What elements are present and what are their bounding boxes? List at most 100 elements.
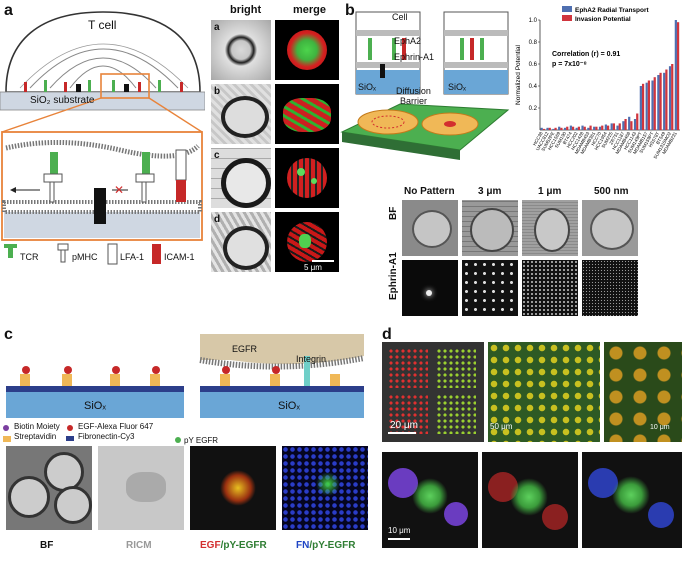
bar bbox=[653, 77, 656, 130]
bar bbox=[659, 72, 662, 130]
b-barrier-label: Barrier bbox=[400, 96, 428, 106]
bar bbox=[657, 75, 660, 130]
bright-image-c bbox=[211, 148, 271, 208]
bar bbox=[645, 82, 648, 130]
bar bbox=[633, 119, 637, 130]
legend-icam1-label: ICAM-1 bbox=[164, 252, 195, 262]
d-array-image bbox=[382, 342, 484, 442]
bar bbox=[601, 125, 604, 130]
ephrin-no-pattern-image bbox=[402, 260, 458, 316]
bar bbox=[663, 72, 666, 130]
y-tick-label: 1.0 bbox=[529, 18, 538, 24]
bar bbox=[589, 125, 592, 130]
d-scalebar-4 bbox=[388, 538, 410, 540]
bar bbox=[563, 127, 567, 130]
svg-text:✕: ✕ bbox=[114, 183, 124, 197]
c-egf-caption-red: EGF bbox=[200, 540, 221, 551]
bar bbox=[604, 124, 607, 130]
legend-tcr-label: TCR bbox=[20, 252, 39, 262]
bar bbox=[624, 119, 627, 130]
b-ephrin-label: Ephrin-A1 bbox=[394, 52, 435, 62]
x-tick-label: BT549 bbox=[655, 131, 666, 146]
d-fluor-image-1 bbox=[382, 452, 478, 548]
bar bbox=[622, 121, 625, 130]
panel-c-schematic bbox=[3, 334, 365, 443]
c-egf-caption: EGF/pY-EGFR bbox=[200, 540, 267, 551]
c-siox-right: SiOₓ bbox=[278, 400, 300, 412]
bar bbox=[548, 127, 551, 130]
bar bbox=[616, 125, 619, 130]
bar bbox=[651, 80, 654, 130]
bar bbox=[546, 127, 549, 130]
bar bbox=[593, 126, 596, 130]
bar bbox=[587, 127, 590, 130]
c-legend-py: pY EGFR bbox=[184, 436, 219, 445]
grid-col-500nm: 500 nm bbox=[594, 186, 629, 197]
panel-b-schematic bbox=[340, 11, 510, 160]
c-legend-egf: EGF-Alexa Fluor 647 bbox=[78, 422, 154, 431]
d-scale-label-3: 10 μm bbox=[650, 424, 670, 431]
legend-swatch bbox=[562, 6, 572, 12]
d-fluor-image-3 bbox=[582, 452, 682, 548]
bar bbox=[676, 22, 680, 131]
c-fn-caption-blue: FN bbox=[296, 540, 310, 551]
legend-pmhc-label: pMHC bbox=[72, 252, 98, 262]
d-cells-image bbox=[488, 342, 600, 442]
legend-label: EphA2 Radial Transport bbox=[575, 7, 650, 14]
d-scalebar-1 bbox=[388, 432, 416, 434]
c-fn-image bbox=[282, 446, 368, 530]
panel-label-d: d bbox=[382, 326, 392, 343]
grid-col-1um: 1 μm bbox=[538, 186, 562, 197]
y-tick-label: 0.4 bbox=[529, 84, 538, 90]
bar bbox=[566, 126, 569, 130]
legend-label: Invasion Potential bbox=[575, 16, 631, 23]
substrate-label: SiO₂ substrate bbox=[30, 95, 95, 106]
y-axis-label: Normalized Potential bbox=[515, 44, 522, 105]
bar bbox=[674, 20, 677, 130]
x-tick-label: BT474 bbox=[562, 131, 573, 146]
d-zoom-image bbox=[604, 342, 682, 442]
c-bf-caption: BF bbox=[40, 540, 54, 551]
c-egf-caption-green: /pY-EGFR bbox=[220, 540, 267, 551]
merge-image-d bbox=[275, 212, 339, 272]
c-egf-image bbox=[190, 446, 276, 530]
c-fn-caption: FN/pY-EGFR bbox=[296, 540, 355, 551]
y-tick-label: 0.8 bbox=[529, 40, 538, 46]
b-cell-label: Cell bbox=[392, 12, 408, 22]
row-label-a: a bbox=[214, 22, 220, 33]
merge-column-header: merge bbox=[293, 4, 327, 16]
bright-image-a bbox=[211, 20, 271, 80]
merge-image-b bbox=[275, 84, 339, 144]
merge-image-c bbox=[275, 148, 339, 208]
b-diffusion-label: Diffusion bbox=[396, 86, 431, 96]
bar bbox=[618, 123, 621, 130]
c-ricm-caption: RICM bbox=[126, 540, 152, 551]
correlation-annotation: p = 7x10⁻⁸ bbox=[552, 61, 587, 68]
grid-row-ephrin: Ephrin-A1 bbox=[388, 252, 399, 300]
bar bbox=[612, 123, 616, 130]
c-legend-biotin: Biotin Moiety bbox=[14, 422, 60, 431]
d-scale-label-2: 50 μm bbox=[490, 422, 513, 431]
bar bbox=[583, 126, 586, 130]
c-legend-fibro: Fibronectin-Cy3 bbox=[78, 432, 135, 441]
bar bbox=[647, 80, 651, 130]
bar bbox=[542, 128, 546, 130]
bar bbox=[636, 113, 639, 130]
bf-3um-image bbox=[462, 200, 518, 256]
bar bbox=[558, 126, 561, 130]
grid-col-nopattern: No Pattern bbox=[404, 186, 455, 197]
bar bbox=[560, 127, 563, 130]
panel-a-schematic: ✕ bbox=[0, 11, 205, 265]
bar bbox=[628, 116, 631, 130]
bar bbox=[598, 126, 602, 130]
bar bbox=[554, 127, 557, 130]
bf-no-pattern-image bbox=[402, 200, 458, 256]
row-label-d: d bbox=[214, 214, 221, 225]
bar bbox=[595, 126, 598, 130]
c-bf-image bbox=[6, 446, 92, 530]
bar bbox=[641, 83, 645, 130]
scalebar-a-label: 5 μm bbox=[304, 263, 322, 272]
ephrin-1um-image bbox=[522, 260, 578, 316]
y-tick-label: 0.6 bbox=[529, 62, 538, 68]
panel-label-a: a bbox=[4, 2, 13, 19]
